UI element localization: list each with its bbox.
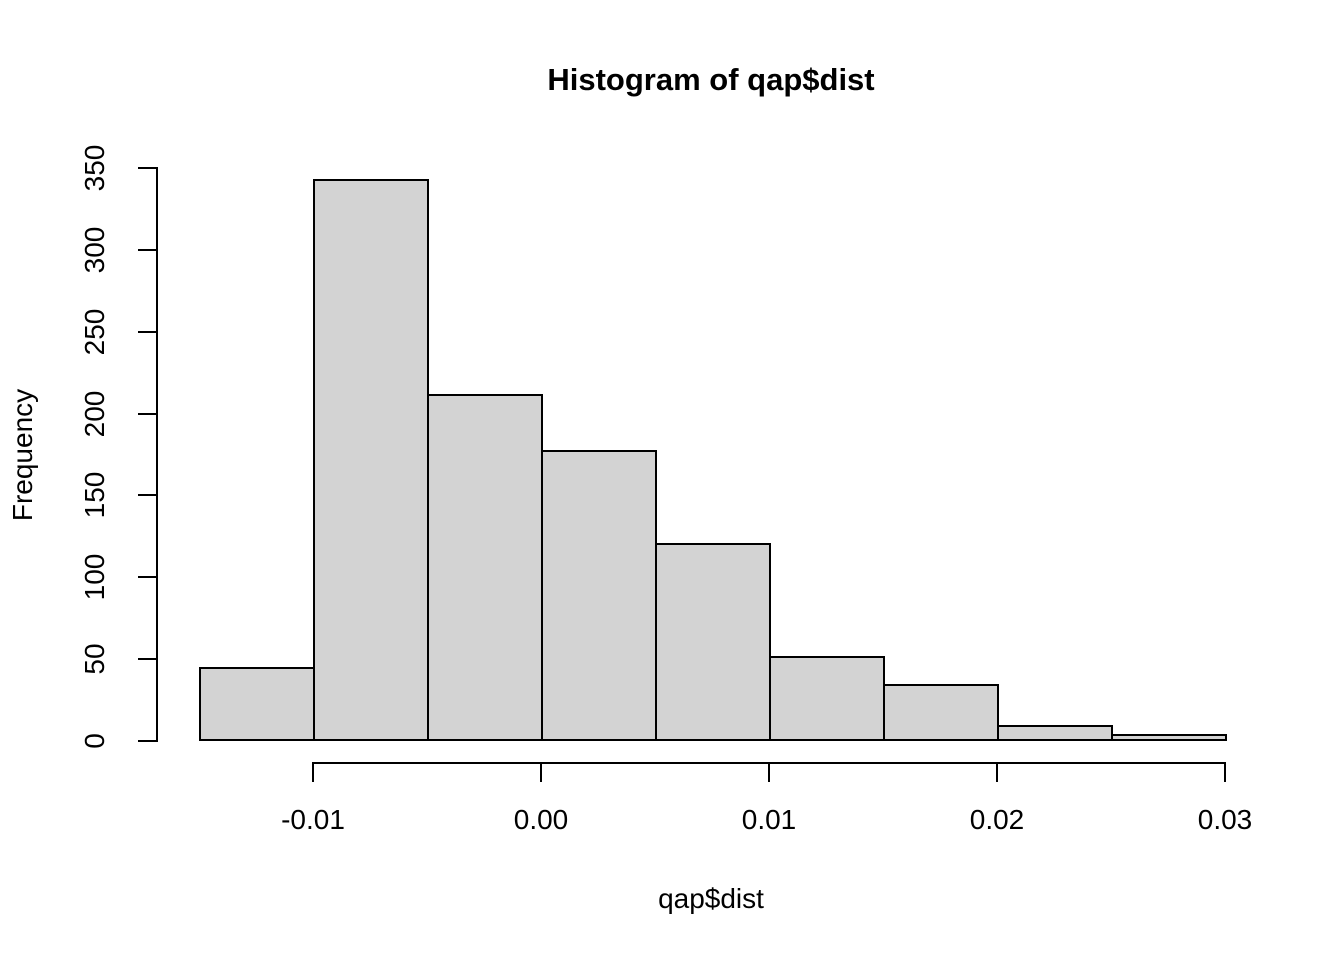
y-tick-mark [138,412,157,415]
x-tick-mark [996,763,998,782]
x-tick-mark [768,763,770,782]
x-axis-title: qap$dist [658,883,764,914]
x-tick-label: 0.00 [513,804,569,835]
y-tick-mark [138,248,157,251]
y-tick-mark [138,740,157,742]
x-tick-label: 0.02 [969,804,1025,835]
y-tick-label: 50 [79,643,110,675]
y-axis-line [156,167,158,742]
y-tick-mark [138,576,157,579]
x-tick-mark [312,763,314,782]
x-tick-mark [1224,763,1226,782]
y-tick-label: 300 [79,226,110,274]
y-tick-mark [138,330,157,333]
histogram-bar [655,542,771,741]
y-tick-mark [138,167,157,169]
histogram-bar [883,683,999,741]
x-tick-label: 0.03 [1197,804,1253,835]
chart-title: Histogram of qap$dist [547,62,875,97]
y-tick-label: 350 [79,144,110,192]
y-tick-label: 200 [79,390,110,437]
y-tick-mark [138,494,157,497]
histogram-bar [427,393,543,741]
histogram-bar [769,655,885,741]
histogram-bar [199,667,315,741]
y-tick-mark [138,658,157,661]
histogram-bar [997,724,1113,741]
y-axis-title: Frequency [7,388,38,522]
histogram-bar [313,179,429,741]
x-tick-mark [540,763,542,782]
y-tick-label: 150 [79,472,110,519]
x-tick-label: -0.01 [281,804,345,835]
y-tick-label: 0 [79,733,110,749]
histogram-bar [1111,734,1227,741]
y-tick-label: 250 [79,308,110,356]
histogram-bar [541,449,657,741]
x-tick-label: 0.01 [741,804,797,835]
y-tick-label: 100 [79,553,110,601]
